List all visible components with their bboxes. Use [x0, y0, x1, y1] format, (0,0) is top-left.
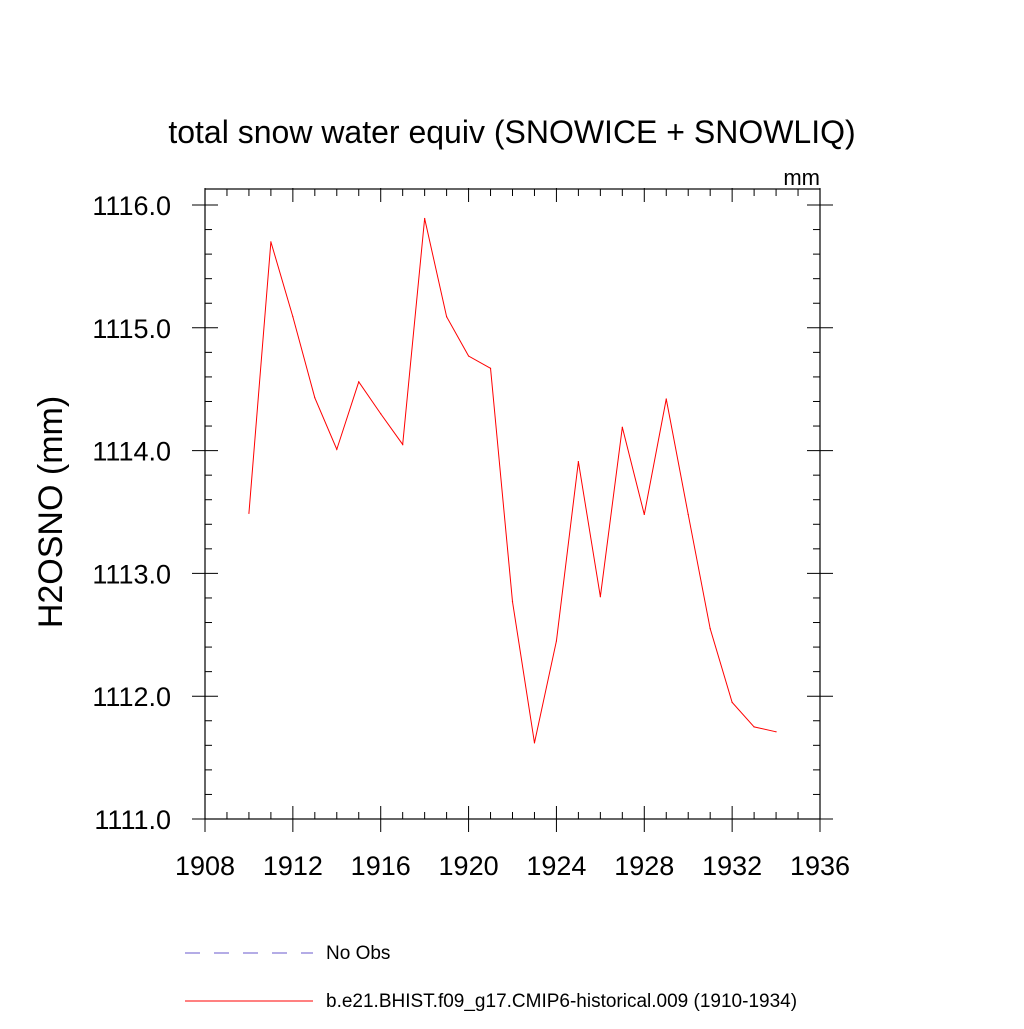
units-label: mm: [783, 165, 820, 190]
legend: No Obs b.e21.BHIST.f09_g17.CMIP6-histori…: [185, 943, 797, 1012]
data-point: [424, 217, 426, 220]
data-point: [753, 726, 755, 728]
x-tick-label: 1920: [439, 851, 499, 881]
plot-frame: [204, 188, 821, 820]
data-point: [467, 355, 470, 357]
chart-title: total snow water equiv (SNOWICE + SNOWLI…: [168, 114, 855, 150]
y-tick-label: 1113.0: [92, 559, 171, 589]
data-point: [731, 701, 733, 703]
x-tick-label: 1916: [351, 851, 411, 881]
x-tick-label: 1936: [790, 851, 850, 881]
y-axis-label: H2OSNO (mm): [32, 396, 70, 628]
y-axis-ticks: [192, 204, 833, 820]
y-tick-label: 1111.0: [94, 805, 171, 835]
y-tick-label: 1116.0: [92, 191, 171, 221]
x-axis-ticks: [204, 188, 821, 832]
data-point: [533, 742, 536, 744]
series-layer: [248, 217, 777, 744]
data-point: [402, 443, 404, 446]
data-point: [511, 601, 514, 603]
data-point: [336, 448, 338, 450]
data-point: [775, 731, 777, 733]
y-tick-label: 1115.0: [92, 314, 171, 344]
data-point: [446, 316, 448, 318]
data-point: [314, 397, 316, 399]
data-point: [248, 512, 250, 514]
data-point: [687, 513, 689, 516]
legend-label-historical: b.e21.BHIST.f09_g17.CMIP6-historical.009…: [326, 991, 797, 1012]
data-point: [555, 640, 558, 642]
y-tick-label: 1112.0: [92, 682, 171, 712]
data-point: [665, 398, 667, 400]
x-tick-label: 1908: [175, 851, 235, 881]
x-tick-label: 1924: [526, 851, 586, 881]
legend-label-no-obs: No Obs: [326, 943, 390, 964]
data-point: [380, 413, 382, 415]
data-point: [709, 628, 711, 630]
data-point: [358, 381, 360, 383]
data-point: [270, 241, 272, 243]
data-point: [621, 426, 623, 428]
series-line: [248, 218, 777, 743]
x-tick-label: 1932: [702, 851, 762, 881]
data-point: [643, 513, 645, 516]
data-point: [599, 596, 601, 598]
data-point: [577, 461, 579, 463]
x-tick-label: 1928: [614, 851, 674, 881]
x-tick-label: 1912: [263, 851, 323, 881]
y-tick-label: 1114.0: [92, 437, 171, 467]
x-axis-tick-labels: 1908 1912 1916 1920 1924 1928 1932 1936: [175, 851, 850, 881]
data-point: [292, 316, 294, 318]
y-axis-tick-labels: 1111.0 1112.0 1113.0 1114.0 1115.0 1116.0: [92, 191, 171, 835]
data-point: [489, 367, 492, 369]
